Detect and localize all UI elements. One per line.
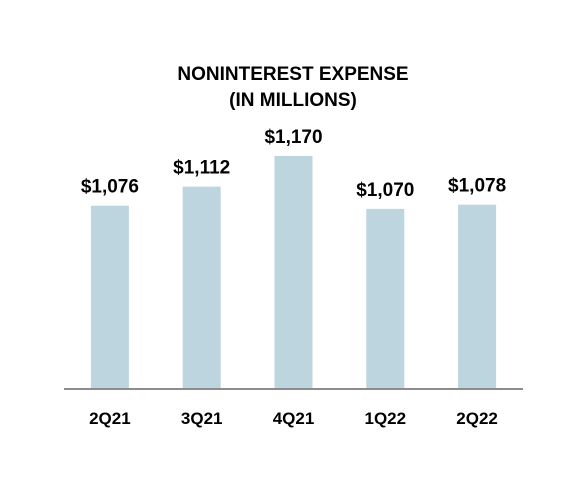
category-label-1q22: 1Q22 — [365, 409, 407, 428]
value-label-4q21: $1,170 — [264, 127, 322, 148]
value-label-3q21: $1,112 — [173, 158, 230, 179]
category-labels-group: 2Q21 3Q21 4Q21 1Q22 2Q22 — [89, 409, 498, 428]
category-label-2q22: 2Q22 — [456, 409, 498, 428]
bar-3q21 — [182, 186, 221, 389]
value-label-1q22: $1,070 — [356, 180, 414, 201]
value-label-2q21: $1,076 — [81, 177, 139, 198]
value-label-2q22: $1,078 — [448, 176, 506, 197]
bars-group — [90, 155, 497, 389]
bar-2q21 — [90, 205, 129, 389]
bar-1q22 — [366, 208, 405, 389]
chart-title-line-1: NONINTEREST EXPENSE — [177, 64, 408, 85]
value-labels-group: $1,076 $1,112 $1,170 $1,070 $1,078 — [81, 127, 506, 201]
bar-4q21 — [274, 155, 313, 389]
chart-title-line-2: (IN MILLIONS) — [229, 90, 357, 111]
category-label-3q21: 3Q21 — [181, 409, 223, 428]
category-label-4q21: 4Q21 — [273, 409, 315, 428]
category-label-2q21: 2Q21 — [89, 409, 131, 428]
bar-2q22 — [458, 204, 497, 389]
